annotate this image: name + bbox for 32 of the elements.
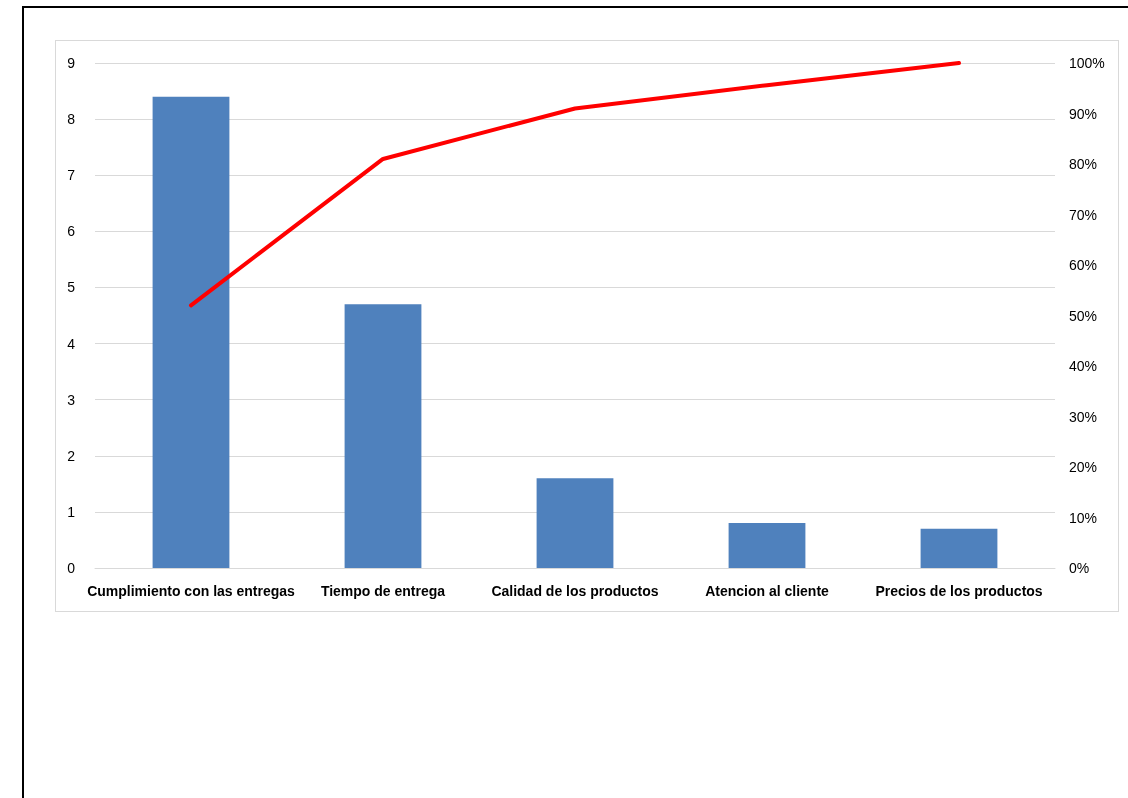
bar — [152, 96, 230, 568]
x-tick-label: Tiempo de entrega — [320, 583, 446, 599]
y-tick-label: 8 — [67, 111, 76, 128]
y2-tick-label: 40% — [1069, 358, 1098, 374]
bar — [344, 304, 422, 568]
y2-tick-label: 90% — [1069, 105, 1098, 122]
bar — [536, 478, 614, 568]
line-series — [189, 61, 961, 308]
y2-tick-label: 60% — [1069, 257, 1098, 273]
y2-tick-label: 20% — [1069, 459, 1098, 475]
y2-tick-label: 80% — [1069, 156, 1098, 172]
y-tick-label: 2 — [67, 447, 76, 464]
y2-tick-label: 70% — [1069, 206, 1098, 223]
y2-tick-label: 0% — [1069, 560, 1090, 576]
y-tick-label: 1 — [67, 503, 76, 520]
x-tick-label: Cumplimiento con las entregas — [87, 583, 296, 599]
y-tick-label: 5 — [67, 279, 76, 296]
y2-tick-label: 10% — [1069, 509, 1098, 526]
x-tick-label: Precios de los productos — [875, 583, 1043, 599]
y-tick-label: 3 — [67, 391, 76, 408]
x-tick-label: Atencion al cliente — [705, 583, 830, 599]
y2-tick-label: 50% — [1069, 307, 1098, 324]
y-tick-label: 0 — [67, 560, 76, 576]
bar — [728, 523, 806, 568]
y2-tick-label: 100% — [1069, 55, 1105, 71]
y-tick-label: 6 — [67, 223, 76, 240]
x-tick-label: Calidad de los productos — [491, 583, 659, 599]
bar — [920, 528, 998, 568]
y2-tick-label: 30% — [1069, 408, 1098, 425]
y-tick-label: 7 — [67, 167, 76, 184]
y-tick-label: 9 — [67, 55, 76, 71]
y-tick-label: 4 — [67, 335, 76, 352]
